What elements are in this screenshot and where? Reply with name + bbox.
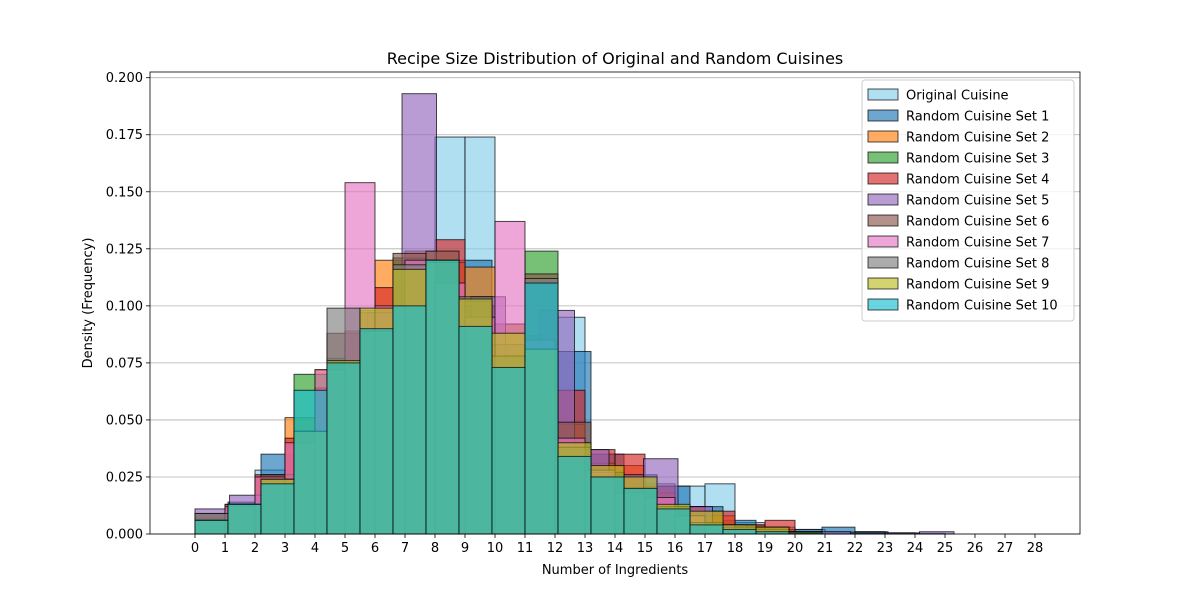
histogram-bar [722, 528, 757, 535]
legend-swatch [867, 109, 899, 122]
y-tick-label: 0.175 [106, 128, 143, 143]
legend-entry: Random Cuisine Set 7 [867, 235, 1049, 251]
histogram-bar [194, 519, 229, 535]
legend-label: Random Cuisine Set 2 [906, 131, 1049, 146]
series-11 [194, 259, 823, 535]
y-tick-label: 0.075 [106, 356, 143, 371]
legend-swatch [867, 277, 899, 290]
histogram-bar [491, 366, 526, 535]
histogram-bar [656, 508, 691, 535]
legend-label: Original Cuisine [906, 89, 1009, 104]
legend-swatch [867, 193, 899, 206]
chart-title: Recipe Size Distribution of Original and… [387, 49, 844, 68]
legend-entry: Random Cuisine Set 5 [867, 193, 1049, 209]
x-tick-label: 1 [221, 541, 229, 556]
legend-label: Random Cuisine Set 10 [906, 299, 1058, 314]
y-tick-label: 0.125 [106, 242, 143, 257]
legend-swatch [867, 214, 899, 227]
x-axis-ticks: 0 1 2 3 4 5 6 7 8 9 10 11 12 13 14 15 16 17 18 19 20 21 22 23 24… [191, 534, 1043, 556]
legend-entry: Random Cuisine Set 8 [867, 256, 1049, 272]
legend-entry: Random Cuisine Set 2 [867, 130, 1049, 146]
legend-swatch [867, 235, 899, 248]
x-tick-label: 18 [727, 541, 744, 556]
legend-entry: Random Cuisine Set 4 [867, 172, 1049, 188]
y-tick-label: 0.100 [106, 299, 143, 314]
legend-swatch [867, 298, 899, 311]
histogram-bar [425, 259, 460, 535]
legend-entry: Original Cuisine [867, 88, 1009, 104]
legend-entry: Random Cuisine Set 6 [867, 214, 1049, 230]
y-tick-label: 0.000 [106, 528, 143, 543]
x-tick-label: 14 [607, 541, 624, 556]
x-tick-label: 17 [697, 541, 714, 556]
x-tick-label: 6 [371, 541, 379, 556]
legend-box [861, 79, 1075, 322]
x-tick-label: 23 [877, 541, 894, 556]
histogram-bar [359, 328, 394, 535]
histogram-bar [689, 524, 724, 535]
y-tick-label: 0.150 [106, 185, 143, 200]
legend-swatch [867, 151, 899, 164]
x-tick-label: 24 [907, 541, 924, 556]
legend-entry: Random Cuisine Set 3 [867, 151, 1049, 167]
histogram-bar [458, 325, 493, 535]
histogram-bar [557, 455, 592, 535]
legend-label: Random Cuisine Set 8 [906, 257, 1049, 272]
histogram-bar [260, 483, 295, 535]
legend-entry: Random Cuisine Set 9 [867, 277, 1049, 293]
x-tick-label: 26 [967, 541, 984, 556]
legend-label: Random Cuisine Set 4 [906, 173, 1049, 188]
x-tick-label: 7 [401, 541, 409, 556]
x-tick-label: 25 [937, 541, 954, 556]
x-tick-label: 27 [997, 541, 1014, 556]
x-tick-label: 19 [757, 541, 774, 556]
legend-entry: Random Cuisine Set 1 [867, 109, 1049, 125]
legend-label: Random Cuisine Set 7 [906, 236, 1049, 251]
histogram-bar [590, 476, 625, 535]
legend: Original Cuisine Random Cuisine Set 1 Rand… [861, 79, 1075, 322]
legend-label: Random Cuisine Set 1 [906, 110, 1049, 125]
legend-swatch [867, 88, 899, 101]
x-tick-label: 4 [311, 541, 319, 556]
legend-swatch [867, 256, 899, 269]
legend-swatch [867, 172, 899, 185]
x-tick-label: 9 [461, 541, 469, 556]
x-tick-label: 0 [191, 541, 199, 556]
x-tick-label: 11 [517, 541, 534, 556]
legend-label: Random Cuisine Set 6 [906, 215, 1049, 230]
y-tick-label: 0.050 [106, 413, 143, 428]
histogram-bar [623, 487, 658, 535]
legend-swatch [867, 130, 899, 143]
y-tick-label: 0.200 [106, 71, 143, 86]
x-tick-label: 2 [251, 541, 259, 556]
histogram-bar [524, 282, 559, 535]
x-tick-label: 16 [667, 541, 684, 556]
histogram-bar [227, 503, 262, 535]
x-tick-label: 13 [577, 541, 594, 556]
legend-label: Random Cuisine Set 3 [906, 152, 1049, 167]
x-tick-label: 8 [431, 541, 439, 556]
y-axis-ticks: 0.000 0.025 0.050 0.075 0.100 0.125 0.150 0.175… [106, 71, 150, 543]
y-tick-label: 0.025 [106, 470, 143, 485]
histogram-bar [326, 362, 361, 535]
legend-label: Random Cuisine Set 5 [906, 194, 1049, 209]
x-axis-label: Number of Ingredients [542, 563, 689, 578]
x-tick-label: 22 [847, 541, 864, 556]
y-axis-label: Density (Frequency) [81, 238, 96, 369]
x-tick-label: 28 [1027, 541, 1044, 556]
histogram-bar [293, 389, 328, 535]
x-tick-label: 15 [637, 541, 654, 556]
legend-label: Random Cuisine Set 9 [906, 278, 1049, 293]
x-tick-label: 5 [341, 541, 349, 556]
x-tick-label: 20 [787, 541, 804, 556]
x-tick-label: 21 [817, 541, 834, 556]
histogram-bar [392, 305, 427, 535]
x-tick-label: 3 [281, 541, 289, 556]
legend-entry: Random Cuisine Set 10 [867, 298, 1058, 314]
x-tick-label: 12 [547, 541, 564, 556]
x-tick-label: 10 [487, 541, 504, 556]
